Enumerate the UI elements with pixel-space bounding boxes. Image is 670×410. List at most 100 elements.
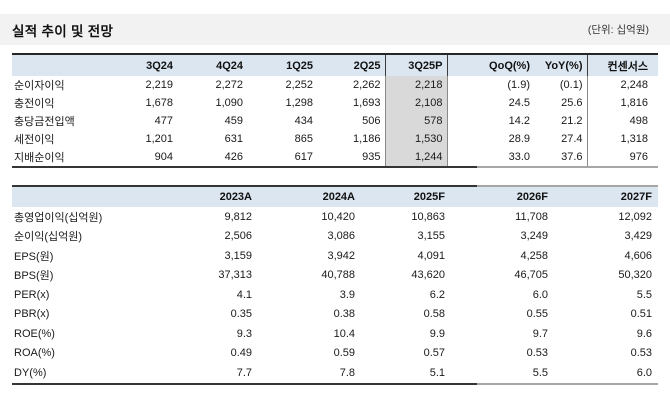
value-cell: 9,812 (224, 210, 252, 223)
value-cell: 3,429 (624, 230, 652, 243)
title-band: 실적 추이 및 전망 (단위: 십억원) (0, 14, 670, 45)
table-row: DY(%) 7.7 7.8 5.1 5.5 6.0 (12, 363, 658, 383)
value-cell: 426 (224, 151, 243, 163)
value-cell: 33.0 (508, 151, 530, 163)
row-label: EPS(원) (14, 250, 54, 263)
row-label: BPS(원) (14, 270, 54, 283)
quarterly-header-row: 3Q24 4Q24 1Q25 2Q25 3Q25P QoQ(%) YoY(%) … (12, 55, 658, 76)
value-cell: (1.9) (507, 79, 530, 91)
value-cell: 904 (154, 151, 173, 163)
column-header-blank (12, 55, 90, 76)
quarterly-table-top-rule (12, 53, 658, 55)
value-cell: 9.3 (236, 327, 252, 340)
annual-table-bottom-rule (12, 383, 658, 385)
value-cell: 3,155 (417, 230, 445, 243)
value-cell: 0.35 (230, 308, 252, 321)
row-label: PER(x) (14, 288, 50, 301)
column-header-2023a: 2023A (152, 187, 256, 207)
column-header-2026f: 2026F (449, 187, 552, 207)
value-cell: 1,318 (586, 130, 658, 148)
row-label: 충당금전입액 (14, 116, 75, 128)
value-cell: 0.38 (333, 308, 355, 321)
value-cell: 37.6 (561, 151, 583, 163)
quarterly-table-bottom-rule (12, 166, 658, 168)
value-cell: (0.1) (559, 79, 583, 91)
value-cell: 46,705 (514, 269, 548, 282)
report-title: 실적 추이 및 전망 (12, 23, 114, 39)
column-header-3q25p: 3Q25P (384, 55, 448, 76)
column-header-2q25: 2Q25 (317, 55, 385, 76)
value-cell: 0.53 (630, 347, 652, 360)
value-cell: 3,942 (327, 249, 355, 262)
value-cell: 5.5 (532, 366, 548, 379)
row-label: 순이익(십억원) (14, 231, 83, 244)
value-cell: 2,252 (285, 79, 313, 91)
column-header-yoy: YoY(%) (534, 55, 587, 76)
table-row: 순이자이익 2,219 2,272 2,252 2,262 2,218 (1.9… (12, 76, 658, 94)
value-cell: 459 (224, 115, 243, 127)
row-label: ROE(%) (14, 327, 55, 340)
value-cell: 2,272 (215, 79, 243, 91)
value-cell: 976 (586, 148, 658, 166)
value-cell: 0.59 (333, 347, 355, 360)
value-cell: 434 (294, 115, 313, 127)
value-cell: 0.55 (526, 308, 548, 321)
value-cell: 7.7 (236, 366, 252, 379)
highlight-cell: 2,218 (384, 76, 448, 94)
value-cell: 10.4 (333, 327, 355, 340)
value-cell: 21.2 (561, 115, 583, 127)
value-cell: 1,298 (285, 97, 313, 109)
annual-header-row: 2023A 2024A 2025F 2026F 2027F (12, 187, 658, 207)
row-label: 순이자이익 (14, 80, 65, 92)
table-row: 세전이익 1,201 631 865 1,186 1,530 28.9 27.4… (12, 130, 658, 148)
value-cell: 9.6 (636, 327, 652, 340)
table-row: EPS(원) 3,159 3,942 4,091 4,258 4,606 (12, 246, 658, 266)
annual-table-top-rule (12, 185, 658, 187)
column-header-4q24: 4Q24 (177, 55, 247, 76)
value-cell: 5.5 (636, 288, 652, 301)
value-cell: 6.0 (636, 366, 652, 379)
column-header-2025f: 2025F (359, 187, 449, 207)
value-cell: 6.2 (429, 288, 445, 301)
value-cell: 3.9 (339, 288, 355, 301)
value-cell: 2,219 (145, 79, 173, 91)
value-cell: 9.9 (429, 327, 445, 340)
value-cell: 3,159 (224, 249, 252, 262)
table-row: 충전이익 1,678 1,090 1,298 1,693 2,108 24.5 … (12, 94, 658, 112)
row-label: 지배순이익 (14, 152, 65, 164)
value-cell: 4,258 (520, 249, 548, 262)
value-cell: 9.7 (532, 327, 548, 340)
value-cell: 1,201 (145, 133, 173, 145)
row-label: 총영업이익(십억원) (14, 211, 103, 224)
column-header-blank (12, 187, 152, 207)
value-cell: 477 (154, 115, 173, 127)
value-cell: 37,313 (218, 269, 252, 282)
table-row: PER(x) 4.1 3.9 6.2 6.0 5.5 (12, 285, 658, 305)
quarterly-table: 3Q24 4Q24 1Q25 2Q25 3Q25P QoQ(%) YoY(%) … (12, 55, 658, 166)
column-header-consensus: 컨센서스 (586, 55, 658, 76)
value-cell: 40,788 (321, 269, 355, 282)
value-cell: 2,248 (586, 76, 658, 94)
value-cell: 5.1 (429, 366, 445, 379)
value-cell: 12,092 (618, 210, 652, 223)
table-row: 충당금전입액 477 459 434 506 578 14.2 21.2 498 (12, 112, 658, 130)
table-row: 순이익(십억원) 2,506 3,086 3,155 3,249 3,429 (12, 227, 658, 247)
value-cell: 50,320 (618, 269, 652, 282)
table-row: 총영업이익(십억원) 9,812 10,420 10,863 11,708 12… (12, 207, 658, 227)
table-row: ROE(%) 9.3 10.4 9.9 9.7 9.6 (12, 324, 658, 344)
value-cell: 2,262 (352, 79, 381, 91)
value-cell: 0.49 (230, 347, 252, 360)
value-cell: 0.57 (423, 347, 445, 360)
value-cell: 10,420 (321, 210, 355, 223)
value-cell: 10,863 (411, 210, 445, 223)
column-header-1q25: 1Q25 (247, 55, 317, 76)
value-cell: 0.58 (423, 308, 445, 321)
column-header-2027f: 2027F (552, 187, 658, 207)
row-label: 충전이익 (14, 98, 55, 110)
column-header-qoq: QoQ(%) (447, 55, 534, 76)
column-header-2024a: 2024A (256, 187, 359, 207)
value-cell: 3,249 (520, 230, 548, 243)
column-header-3q24: 3Q24 (90, 55, 177, 76)
unit-label: (단위: 십억원) (587, 24, 649, 36)
value-cell: 28.9 (508, 133, 530, 145)
